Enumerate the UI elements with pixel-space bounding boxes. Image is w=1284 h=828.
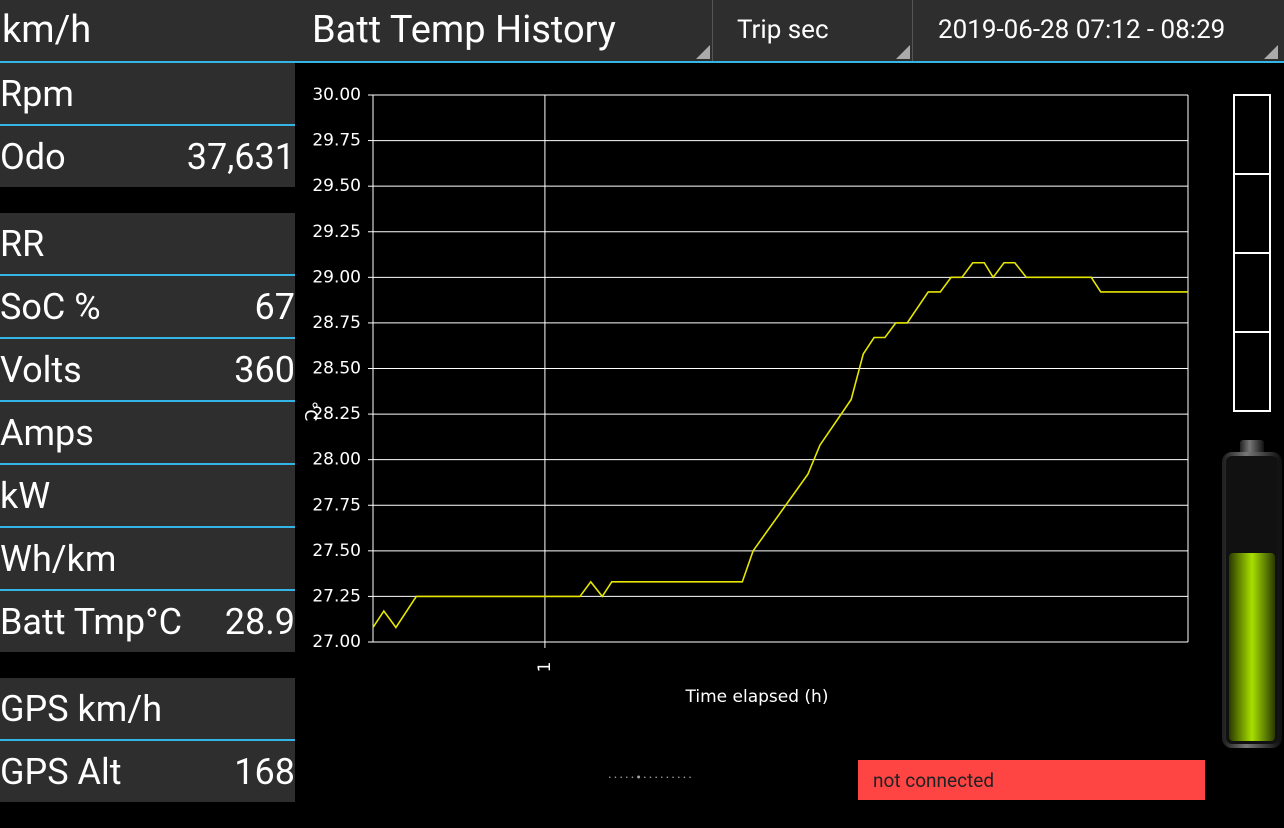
battery-widgets [1222,94,1282,748]
gauge-value: 28.9 [224,600,295,643]
gauge-label: GPS Alt [0,750,122,793]
date-range: 2019-06-28 07:12 - 08:29 [938,15,1226,45]
gauge-row: Batt Tmp°C 28.9 [0,589,295,652]
y-tick-label: 28.75 [312,313,361,333]
data-line [372,261,1188,629]
gauge-label: GPS km/h [0,687,163,730]
chart: °C Time elapsed (h) 27.00 27.25 27.50 27.75… [300,85,1189,707]
x-axis-title: Time elapsed (h) [685,687,829,707]
gauge-label: Rpm [0,72,74,115]
y-tick-label: 29.00 [312,267,361,287]
y-tick-label: 27.25 [312,586,361,606]
gauge-value: 360 [234,348,295,391]
page-indicator[interactable]: ·····•········· [608,770,694,786]
gauge-value: 67 [254,285,295,328]
y-tick-label: 29.25 [312,222,361,242]
gauge-group: Rpm Odo 37,631 [0,63,295,187]
gauge-row: SoC % 67 [0,274,295,337]
gauge-value: 168 [234,750,295,793]
gauge-row: Volts 360 [0,337,295,400]
gauge-label: SoC % [0,285,101,328]
title: Batt Temp History [312,8,616,52]
gauge-label: Batt Tmp°C [0,600,183,643]
screen: km/h Batt Temp History Trip sec 2019-06-… [0,0,1284,802]
gauge-row: Amps [0,400,295,463]
x-tick-label: 1 [535,662,555,673]
gauge-row: GPS km/h [0,678,295,739]
chart-select[interactable]: Batt Temp History [312,0,713,61]
y-tick-label: 28.00 [312,450,361,470]
gauge-panel: Rpm Odo 37,631 RR SoC % 67 Volts 360 Amps kW Wh/km… [0,63,295,828]
gauge-label: kW [0,474,51,517]
gauge-row: Rpm [0,63,295,124]
gauge-row: Odo 37,631 [0,124,295,187]
y-tick-label: 29.75 [312,131,361,151]
range-select[interactable]: 2019-06-28 07:12 - 08:29 [938,0,1280,61]
y-tick-label: 27.00 [312,632,361,652]
gauge-row: Wh/km [0,526,295,589]
gauge-row: GPS Alt 168 [0,739,295,802]
speed-label: km/h [2,8,92,52]
gauge-label: Amps [0,411,94,454]
y-tick-label: 28.50 [312,359,361,379]
gauge-group: RR SoC % 67 Volts 360 Amps kW Wh/km Batt Tmp°C 28… [0,213,295,652]
y-tick-label: 27.50 [312,541,361,561]
y-tick-label: 28.25 [312,404,361,424]
y-tick-label: 27.75 [312,495,361,515]
top-bar: km/h Batt Temp History Trip sec 2019-06-… [0,0,1284,63]
gauge-group: GPS km/h GPS Alt 168 [0,678,295,802]
connection-status: not connected [858,760,1205,800]
gauge-label: Odo [0,135,66,178]
gauge-value: 37,631 [186,135,295,178]
gauge-label: RR [0,222,45,265]
gauge-row: RR [0,213,295,274]
y-tick-label: 30.00 [312,85,361,105]
y-axis-title: °C [300,401,320,421]
gauge-row: kW [0,463,295,526]
period-select[interactable]: Trip sec [737,0,913,61]
gauge-label: Wh/km [0,537,117,580]
y-tick-label: 29.50 [312,176,361,196]
gauge-label: Volts [0,348,82,391]
period: Trip sec [737,15,829,45]
